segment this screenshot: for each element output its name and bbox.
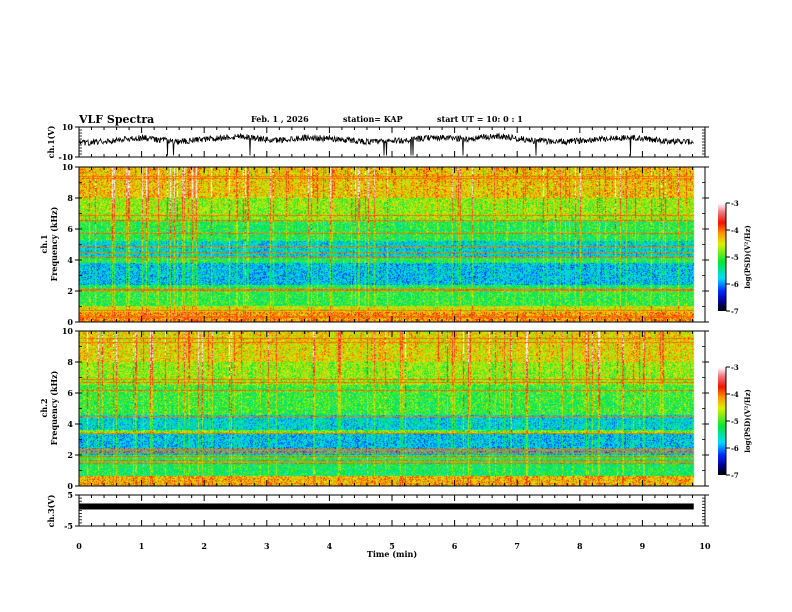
ch2-colorbar-tick-label: -4 [731,390,739,399]
ch1-spec-ytick-label: 8 [67,193,73,203]
ch1-spec-ytick-label: 10 [62,162,74,172]
start-ut-label: start UT = 10: 0 : 1 [437,114,523,124]
ch1-colorbar-tick-label: -4 [731,226,739,235]
x-tick-label: 2 [201,541,207,551]
x-tick-label: 10 [699,541,711,551]
ch2-colorbar-tick-label: -3 [731,363,739,372]
ch2-spec-ytick-label: 6 [67,388,73,398]
x-tick-label: 0 [76,541,82,551]
ch2-spec-ylabel-channel: ch.2 [39,398,49,417]
ch2-spec-ytick-label: 10 [62,326,74,336]
x-tick-label: 6 [452,541,458,551]
station-label: station= KAP [343,114,403,124]
figure-title: VLF Spectra [78,113,154,126]
ch1-colorbar [718,203,726,311]
ch1-colorbar-area [718,203,726,311]
ch2-colorbar-tick-label: -6 [731,444,739,453]
ch1-colorbar-tick-label: -5 [731,253,739,262]
ch3-ylabel: ch.3(V) [46,494,56,527]
ch1-spec-ylabel-channel: ch.1 [39,234,49,253]
ch3-ytick-label: 5 [67,490,73,500]
x-tick-label: 9 [640,541,646,551]
ch1-spec-ytick-label: 4 [67,255,73,265]
ch1-spectrogram-image [79,167,705,322]
ch1-ytick-label: 10 [62,122,74,132]
ch2-spec-ytick-label: 8 [67,357,73,367]
ch1-colorbar-tick-label: -6 [731,280,739,289]
ch2-colorbar [718,367,726,475]
ch2-spectrogram-image [79,331,705,486]
ch1-spec-ytick-label: 2 [67,286,73,296]
ch2-colorbar-tick-label: -7 [731,471,739,480]
x-tick-label: 5 [389,541,395,551]
x-tick-label: 4 [327,541,333,551]
ch2-colorbar-area [718,367,726,475]
ch2-colorbar-label: log(PSD)(V²/Hz) [743,389,752,453]
ch3-ytick-label: -5 [64,521,73,531]
ch2-spec-ytick-label: 2 [67,450,73,460]
x-tick-label: 8 [577,541,583,551]
ch1-spec-ylabel-frequency: Frequency (kHz) [49,206,59,281]
ch1-colorbar-tick-label: -7 [731,307,739,316]
ch2-spec-ylabel-frequency: Frequency (kHz) [49,370,59,445]
date-label: Feb. 1 , 2026 [251,114,309,124]
ch1-spectrogram-area [79,167,705,322]
x-tick-label: 1 [139,541,145,551]
ch1-ytick-label: -10 [59,152,74,162]
ch2-spec-ytick-label: 0 [67,481,73,491]
ch1-colorbar-tick-label: -3 [731,199,739,208]
x-axis-label: Time (min) [367,549,417,559]
ch2-spec-ytick-label: 4 [67,419,73,429]
x-tick-label: 7 [514,541,520,551]
ch2-spectrogram-area [79,331,705,486]
x-tick-label: 3 [264,541,270,551]
ch3-waveform-line [79,503,694,510]
ch1-spec-ytick-label: 6 [67,224,73,234]
ch1-spec-ytick-label: 0 [67,317,73,327]
ch1-ylabel: ch.1(V) [46,125,56,158]
ch2-colorbar-tick-label: -5 [731,417,739,426]
ch1-waveform-line [78,132,694,156]
ch1-colorbar-label: log(PSD)(V²/Hz) [743,225,752,289]
